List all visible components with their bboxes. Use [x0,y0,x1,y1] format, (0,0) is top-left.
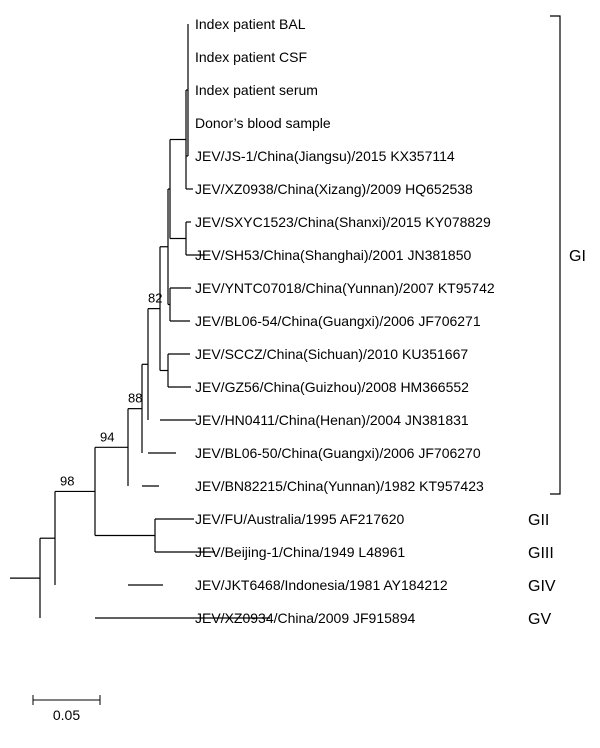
tip-label: JEV/SXYC1523/China(Shanxi)/2015 KY078829 [195,214,491,230]
tip-label: JEV/XZ0934/China/2009 JF915894 [195,610,415,626]
tip-label: Index patient serum [195,82,318,98]
tip-label: JEV/BL06-50/China(Guangxi)/2006 JF706270 [195,445,481,461]
tip-label: JEV/GZ56/China(Guizhou)/2008 HM366552 [195,379,469,395]
bootstrap-label: 98 [60,473,74,488]
tip-label: JEV/SH53/China(Shanghai)/2001 JN381850 [195,247,472,263]
tip-label: JEV/BL06-54/China(Guangxi)/2006 JF706271 [195,313,481,329]
tip-label: JEV/XZ0938/China(Xizang)/2009 HQ652538 [195,181,473,197]
scale-label: 0.05 [53,707,80,723]
tip-label: JEV/JKT6468/Indonesia/1981 AY184212 [195,577,448,593]
clade-label: GV [528,611,551,628]
tip-label: JEV/JS-1/China(Jiangsu)/2015 KX357114 [195,148,455,164]
tip-label: JEV/HN0411/China(Henan)/2004 JN381831 [195,412,469,428]
tip-label: JEV/YNTC07018/China(Yunnan)/2007 KT95742 [195,280,495,296]
tip-label: JEV/FU/Australia/1995 AF217620 [195,511,405,527]
tip-label: JEV/SCCZ/China(Sichuan)/2010 KU351667 [195,346,468,362]
tip-label: JEV/BN82215/China(Yunnan)/1982 KT957423 [195,478,484,494]
tip-label: JEV/Beijing-1/China/1949 L48961 [195,544,405,560]
tip-label: Index patient BAL [195,16,306,32]
bootstrap-label: 94 [100,429,114,444]
tip-label: Index patient CSF [195,49,307,65]
clade-bracket [550,16,560,494]
clade-label: GI [569,248,586,265]
bootstrap-label: 82 [148,291,162,306]
bootstrap-label: 88 [128,391,142,406]
clade-label: GIV [528,578,556,595]
clade-label: GII [528,512,549,529]
tip-label: Donor’s blood sample [195,115,331,131]
clade-label: GIII [528,545,554,562]
